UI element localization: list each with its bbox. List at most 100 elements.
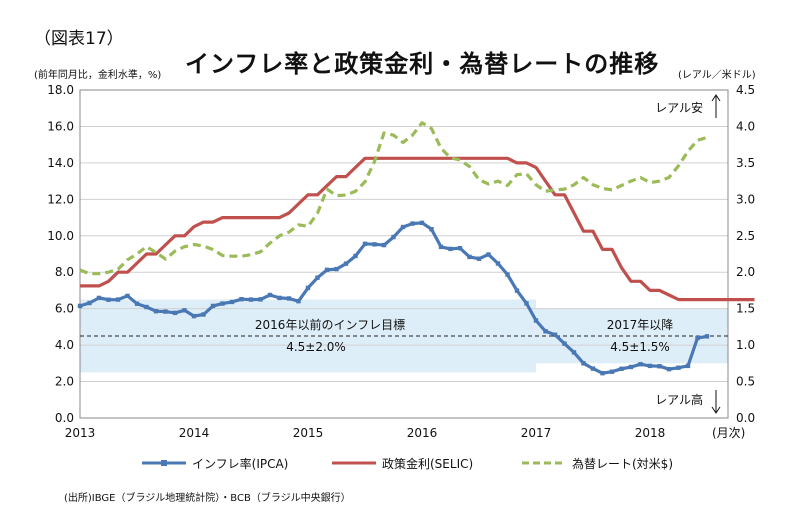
x-tick-label: 2018	[635, 426, 666, 440]
legend-item-ipca: インフレ率(IPCA)	[140, 454, 288, 472]
x-tick-label: 2015	[293, 426, 324, 440]
series-marker-ipca	[419, 220, 425, 226]
y-left-tick-label: 12.0	[47, 192, 74, 206]
series-marker-ipca	[552, 332, 558, 337]
series-marker-ipca	[438, 244, 444, 250]
y-right-tick-label: 0.5	[736, 375, 755, 389]
annotation-real-strong: レアル高	[655, 392, 703, 407]
series-marker-ipca	[562, 341, 567, 346]
x-unit-label: (月次)	[712, 426, 745, 440]
series-marker-ipca	[400, 224, 406, 230]
annotation-target-2016: 2016年以前のインフレ目標	[255, 317, 405, 332]
series-marker-ipca	[581, 361, 586, 366]
annotation-target-2017-range: 4.5±1.5%	[610, 340, 670, 354]
series-marker-ipca	[144, 304, 149, 310]
series-marker-ipca	[381, 242, 387, 248]
series-marker-ipca	[229, 299, 235, 305]
series-marker-ipca	[210, 303, 216, 309]
series-marker-ipca	[704, 334, 710, 339]
legend-item-selic: 政策金利(SELIC)	[330, 454, 473, 472]
series-marker-ipca	[505, 272, 510, 277]
annotation-real-weak: レアル安	[655, 100, 703, 115]
series-marker-ipca	[248, 297, 254, 302]
series-marker-ipca	[391, 234, 396, 240]
series-marker-ipca	[96, 295, 102, 301]
series-marker-ipca	[134, 301, 140, 306]
series-marker-ipca	[87, 300, 92, 306]
series-marker-ipca	[77, 303, 83, 309]
series-marker-ipca	[153, 309, 159, 314]
y-right-tick-label: 1.0	[736, 338, 755, 352]
legend-label-selic: 政策金利(SELIC)	[382, 456, 474, 471]
series-marker-ipca	[239, 296, 244, 302]
series-marker-ipca	[258, 297, 263, 302]
series-marker-ipca	[590, 366, 596, 371]
series-marker-ipca	[362, 241, 368, 246]
series-marker-ipca	[524, 301, 529, 306]
series-marker-ipca	[220, 301, 225, 306]
y-right-tick-label: 3.5	[736, 156, 755, 170]
y-left-tick-label: 14.0	[47, 156, 74, 170]
series-marker-ipca	[201, 312, 206, 317]
legend-label-fx: 為替レート(対米$)	[572, 456, 673, 471]
series-marker-ipca	[191, 313, 197, 319]
series-marker-ipca	[514, 288, 520, 293]
series-marker-ipca	[163, 309, 168, 314]
x-tick-label: 2017	[521, 426, 552, 440]
series-marker-ipca	[172, 310, 178, 316]
y-right-tick-label: 2.5	[736, 229, 755, 243]
series-marker-ipca	[647, 363, 653, 369]
arrow-down-head-icon	[711, 406, 721, 414]
series-marker-ipca	[315, 275, 320, 280]
series-marker-ipca	[657, 364, 662, 369]
series-marker-ipca	[372, 242, 377, 247]
x-tick-label: 2013	[65, 426, 96, 440]
x-tick-label: 2016	[407, 426, 438, 440]
series-marker-ipca	[305, 285, 311, 291]
y-left-tick-label: 2.0	[55, 375, 74, 389]
arrow-up-head-icon	[711, 94, 721, 102]
y-right-tick-label: 1.5	[736, 302, 755, 316]
legend-item-fx: 為替レート(対米$)	[520, 454, 673, 472]
series-marker-ipca	[571, 350, 577, 355]
x-tick-label: 2014	[179, 426, 210, 440]
series-marker-ipca	[533, 318, 539, 323]
series-marker-ipca	[286, 296, 292, 301]
annotation-target-2016-range: 4.5±2.0%	[286, 340, 346, 354]
series-marker-ipca	[410, 221, 415, 226]
series-marker-ipca	[115, 297, 121, 302]
y-left-tick-label: 8.0	[55, 265, 74, 279]
series-marker-ipca	[125, 293, 130, 299]
series-marker-ipca	[334, 266, 339, 272]
source-note: (出所)IBGE（ブラジル地理統計院）・BCB（ブラジル中央銀行）	[64, 493, 351, 504]
legend-swatch-fx	[522, 461, 566, 465]
y-right-tick-label: 0.0	[736, 411, 755, 425]
y-right-tick-label: 2.0	[736, 265, 755, 279]
series-marker-ipca	[600, 370, 605, 376]
series-marker-ipca	[324, 267, 330, 273]
y-left-tick-label: 16.0	[47, 119, 74, 133]
series-marker-ipca	[277, 295, 282, 301]
y-left-tick-label: 6.0	[55, 302, 74, 316]
y-left-tick-label: 0.0	[55, 411, 74, 425]
series-line-selic	[80, 156, 755, 302]
series-marker-ipca	[267, 292, 273, 298]
series-marker-ipca	[106, 297, 111, 302]
figure-label: （図表17）	[34, 29, 124, 49]
legend-swatch-ipca	[142, 460, 186, 466]
y-right-tick-label: 4.0	[736, 119, 755, 133]
legend-swatch-selic	[332, 461, 376, 465]
series-marker-ipca	[476, 256, 482, 261]
annotation-target-2017: 2017年以降	[607, 318, 674, 332]
series-marker-ipca	[676, 365, 681, 370]
series-marker-ipca	[182, 308, 187, 313]
series-marker-ipca	[638, 362, 643, 367]
series-marker-ipca	[448, 246, 453, 252]
series-marker-ipca	[685, 363, 691, 369]
series-marker-ipca	[353, 253, 358, 259]
series-marker-ipca	[695, 335, 700, 341]
y-left-tick-label: 18.0	[47, 83, 74, 97]
series-marker-ipca	[457, 245, 463, 251]
y-left-tick-label: 10.0	[47, 229, 74, 243]
